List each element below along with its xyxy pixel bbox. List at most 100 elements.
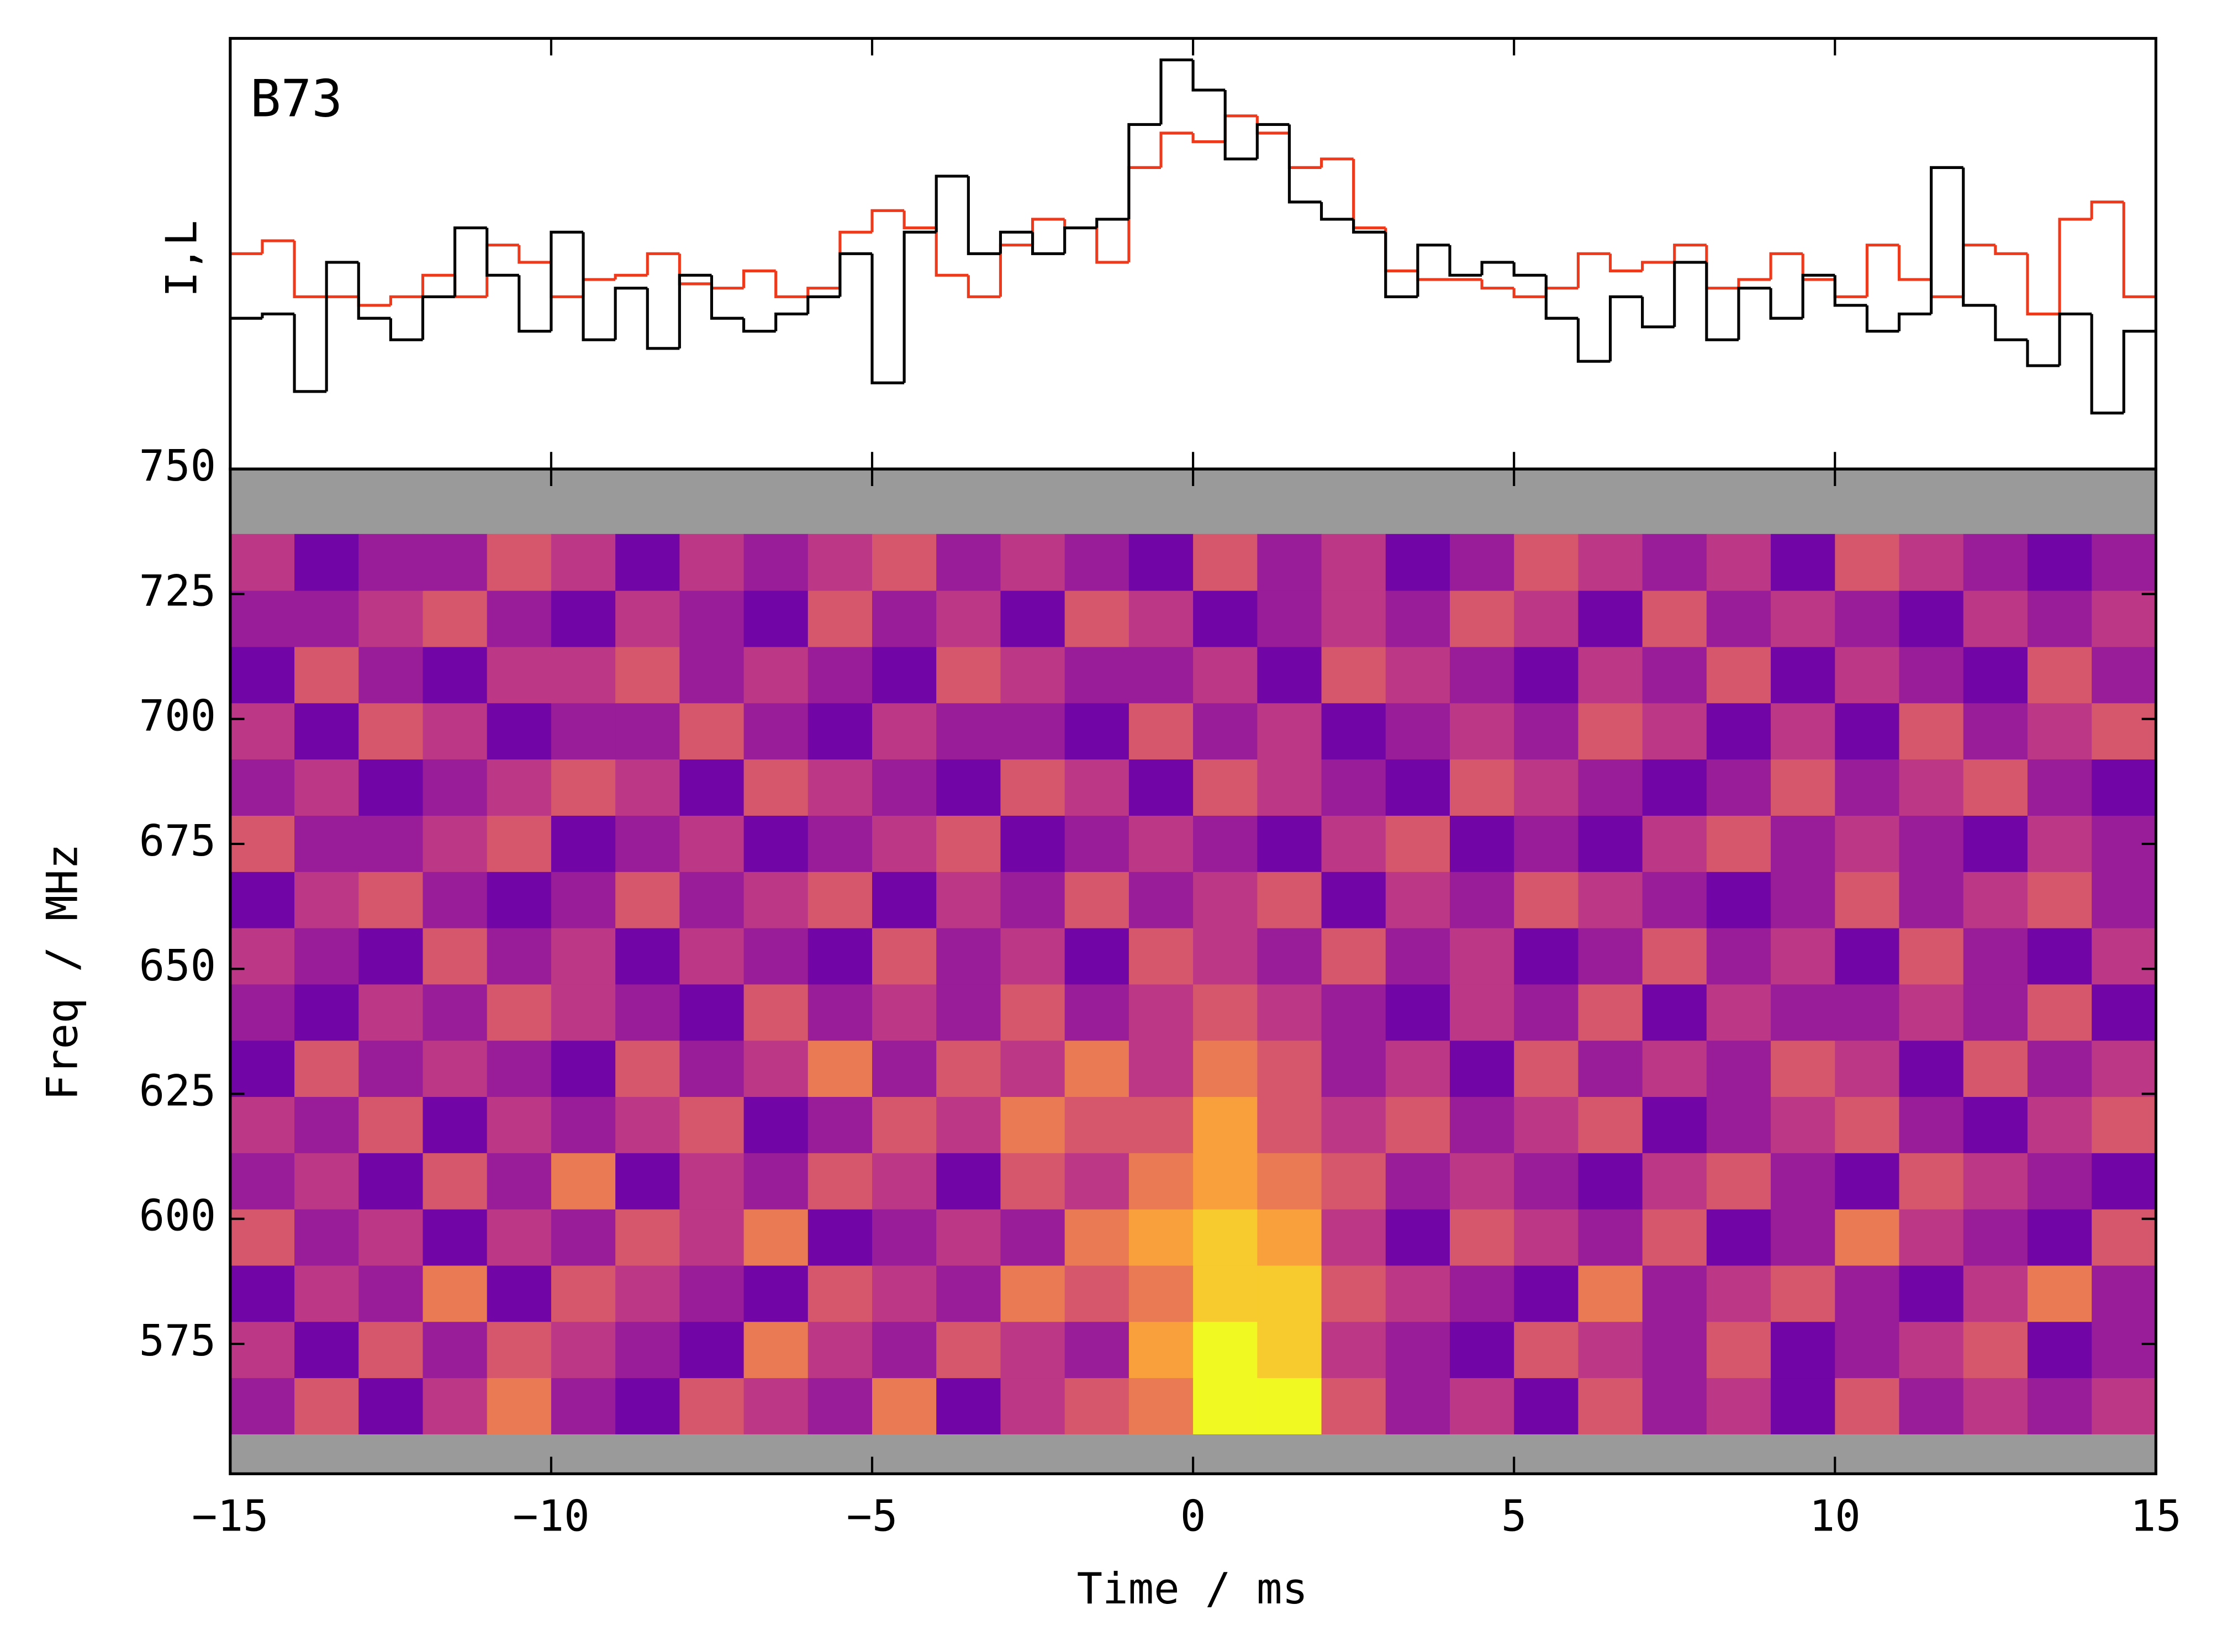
heatmap-cell bbox=[872, 703, 937, 760]
step-segment bbox=[550, 230, 584, 331]
heatmap-cell bbox=[872, 1040, 937, 1097]
heatmap-cell bbox=[1963, 703, 2028, 760]
step-segment bbox=[2058, 218, 2092, 314]
heatmap-cell bbox=[936, 1208, 1001, 1266]
heatmap-cell bbox=[1193, 646, 1258, 704]
step-segment bbox=[2122, 202, 2156, 298]
heatmap-cell bbox=[1128, 1265, 1194, 1322]
heatmap-cell bbox=[423, 1152, 488, 1210]
heatmap-cell bbox=[423, 1208, 488, 1266]
heatmap-cell bbox=[1064, 1321, 1129, 1379]
heatmap-cell bbox=[1385, 1208, 1450, 1266]
heatmap-cell bbox=[2027, 815, 2093, 872]
heatmap-cell bbox=[1385, 590, 1450, 647]
heatmap-cell bbox=[230, 646, 295, 704]
heatmap-cell bbox=[1578, 815, 1643, 872]
heatmap-cell bbox=[1064, 759, 1129, 816]
heatmap-cell bbox=[1321, 1040, 1386, 1097]
heatmap-cell bbox=[358, 871, 424, 928]
heatmap-cell bbox=[936, 703, 1001, 760]
heatmap-cell bbox=[936, 646, 1001, 704]
heatmap-cell bbox=[1771, 1321, 1836, 1379]
heatmap-cell bbox=[294, 1040, 360, 1097]
step-segment bbox=[421, 273, 455, 297]
heatmap-cell bbox=[936, 1321, 1001, 1379]
heatmap-cell bbox=[615, 534, 680, 591]
step-segment bbox=[389, 318, 423, 341]
heatmap-cell bbox=[1514, 984, 1579, 1041]
heatmap-cell bbox=[1128, 984, 1194, 1041]
heatmap-cell bbox=[872, 534, 937, 591]
heatmap-cell bbox=[1835, 1096, 1900, 1153]
heatmap-cell bbox=[807, 815, 873, 872]
heatmap-cell bbox=[2092, 759, 2157, 816]
heatmap-cell bbox=[294, 1208, 360, 1266]
heatmap-cell bbox=[1193, 534, 1258, 591]
heatmap-cell bbox=[1193, 927, 1258, 985]
heatmap-cell bbox=[1706, 1321, 1772, 1379]
heatmap-cell bbox=[2092, 1096, 2157, 1153]
heatmap-cell bbox=[936, 1040, 1001, 1097]
heatmap-cell bbox=[1128, 1321, 1194, 1379]
step-segment bbox=[1576, 318, 1611, 363]
heatmap-cell bbox=[807, 1265, 873, 1322]
step-segment bbox=[935, 175, 969, 233]
heatmap-cell bbox=[1064, 1096, 1129, 1153]
heatmap-cell bbox=[2027, 1265, 2093, 1322]
heatmap-cell bbox=[423, 590, 488, 647]
y-tick-label: 675 bbox=[139, 816, 216, 866]
heatmap-cell bbox=[1642, 646, 1707, 704]
step-segment bbox=[1897, 245, 1931, 281]
heatmap-cell bbox=[1321, 590, 1386, 647]
heatmap-cell bbox=[1963, 927, 2028, 985]
heatmap-cell bbox=[230, 1321, 295, 1379]
heatmap-cell bbox=[551, 984, 616, 1041]
step-segment bbox=[1095, 228, 1129, 264]
heatmap-cell bbox=[1578, 590, 1643, 647]
heatmap-cell bbox=[615, 1265, 680, 1322]
heatmap-cell bbox=[1514, 1377, 1579, 1434]
step-segment bbox=[1255, 123, 1290, 159]
y-tick-label: 600 bbox=[139, 1191, 216, 1241]
heatmap-cell bbox=[872, 984, 937, 1041]
heatmap-cell bbox=[551, 1321, 616, 1379]
heatmap-cell bbox=[487, 590, 552, 647]
y-tick-label: 725 bbox=[139, 566, 216, 616]
heatmap-cell bbox=[1642, 815, 1707, 872]
heatmap-cell bbox=[423, 1321, 488, 1379]
heatmap-cell bbox=[1835, 590, 1900, 647]
heatmap-cell bbox=[615, 984, 680, 1041]
heatmap-cell bbox=[358, 759, 424, 816]
step-segment bbox=[1352, 219, 1386, 234]
step-segment bbox=[1930, 279, 1963, 298]
step-segment bbox=[1705, 262, 1739, 341]
heatmap-cell bbox=[1835, 646, 1900, 704]
heatmap-cell bbox=[1963, 1208, 2028, 1266]
step-segment bbox=[1833, 279, 1867, 298]
step-segment bbox=[1994, 305, 2028, 341]
heatmap-cell bbox=[1449, 815, 1515, 872]
step-segment bbox=[1641, 297, 1675, 329]
heatmap-cell bbox=[936, 927, 1001, 985]
step-segment bbox=[293, 314, 327, 393]
heatmap-cell bbox=[423, 984, 488, 1041]
heatmap-cell bbox=[1642, 759, 1707, 816]
heatmap-cell bbox=[1963, 590, 2028, 647]
step-segment bbox=[1159, 131, 1194, 168]
heatmap-cell bbox=[872, 759, 937, 816]
step-segment bbox=[453, 275, 487, 298]
heatmap-cell bbox=[1706, 1265, 1772, 1322]
heatmap-cell bbox=[551, 927, 616, 985]
heatmap-cell bbox=[551, 534, 616, 591]
heatmap-cell bbox=[1321, 1152, 1386, 1210]
heatmap-cell bbox=[1771, 534, 1836, 591]
step-segment bbox=[2090, 314, 2124, 415]
heatmap-cell bbox=[551, 1152, 616, 1210]
heatmap-cell bbox=[872, 1096, 937, 1153]
heatmap-cell bbox=[423, 759, 488, 816]
y-tick-label: 650 bbox=[139, 941, 216, 991]
heatmap-cell bbox=[1257, 1265, 1322, 1322]
heatmap-cell bbox=[551, 590, 616, 647]
heatmap-cell bbox=[807, 1377, 873, 1434]
heatmap-cell bbox=[1835, 1321, 1900, 1379]
